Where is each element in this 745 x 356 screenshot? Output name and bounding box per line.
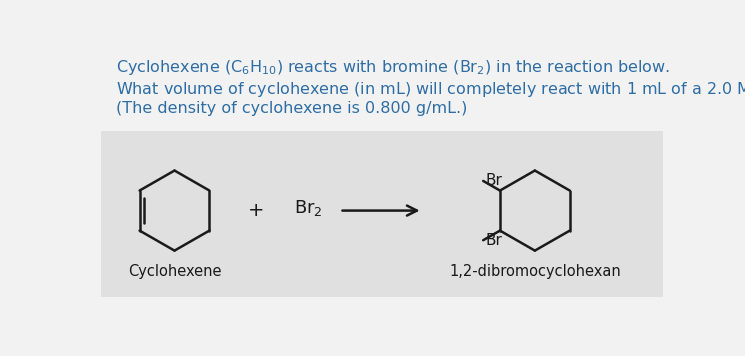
FancyBboxPatch shape <box>101 131 663 297</box>
Text: 1,2-dibromocyclohexan: 1,2-dibromocyclohexan <box>449 265 621 279</box>
Text: +: + <box>247 201 264 220</box>
Text: Br: Br <box>486 233 502 248</box>
Text: What volume of cyclohexene (in mL) will completely react with 1 mL of a 2.0 M Br: What volume of cyclohexene (in mL) will … <box>116 80 745 99</box>
Text: Cyclohexene: Cyclohexene <box>127 265 221 279</box>
Text: Cyclohexene (C$_6$H$_{10}$) reacts with bromine (Br$_2$) in the reaction below.: Cyclohexene (C$_6$H$_{10}$) reacts with … <box>116 58 670 77</box>
Text: Br$_2$: Br$_2$ <box>294 198 323 218</box>
Text: (The density of cyclohexene is 0.800 g/mL.): (The density of cyclohexene is 0.800 g/m… <box>116 101 468 116</box>
Text: Br: Br <box>486 173 502 188</box>
